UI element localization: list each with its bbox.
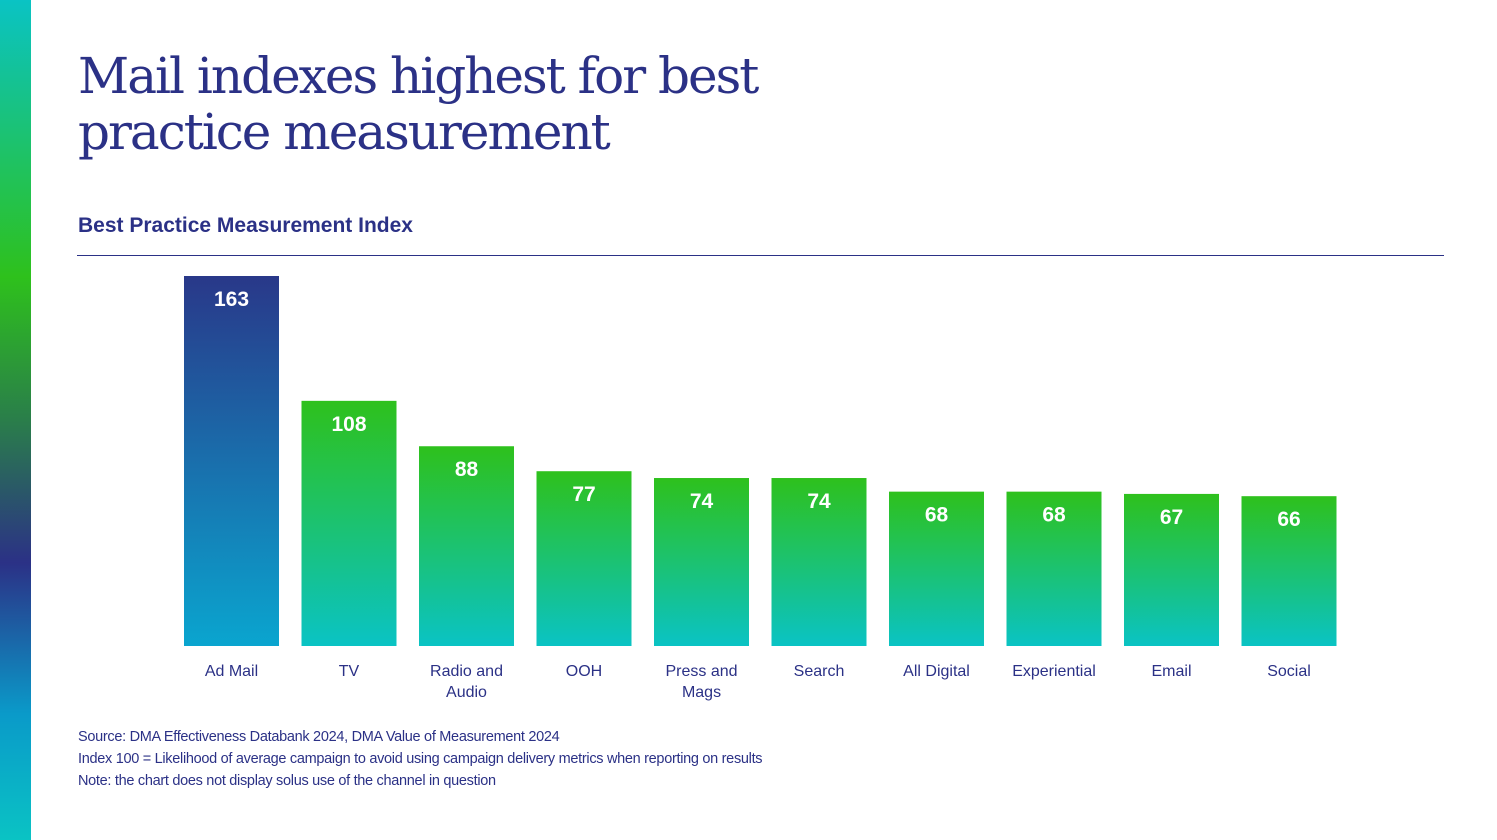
footnotes: Source: DMA Effectiveness Databank 2024,… [78, 726, 763, 792]
chart-title-divider [77, 255, 1444, 256]
bar-2 [419, 446, 514, 646]
category-label-6: All Digital [903, 663, 970, 680]
footnote-note: Note: the chart does not display solus u… [78, 773, 496, 789]
bar-chart: 163 Ad Mail 108 TV 88 Radio and Audio 77 OOH 74 Pr… [184, 276, 1337, 701]
category-label-8: Email [1151, 663, 1191, 680]
bar-value-label-8: 67 [1160, 506, 1183, 529]
category-label-9: Social [1267, 663, 1311, 680]
chart-title: Best Practice Measurement Index [78, 214, 413, 237]
bar-value-label-3: 77 [572, 483, 595, 506]
bar-value-label-9: 66 [1277, 508, 1300, 531]
bars-group: 163 Ad Mail 108 TV 88 Radio and Audio 77 OOH 74 Pr… [184, 276, 1337, 701]
bar-value-label-6: 68 [925, 504, 949, 527]
bar-3 [536, 471, 632, 646]
bar-9 [1241, 496, 1337, 646]
bar-value-label-2: 88 [455, 458, 479, 481]
category-label-0: Ad Mail [205, 663, 258, 680]
bar-value-label-0: 163 [214, 288, 249, 311]
bar-6 [889, 491, 984, 646]
bar-value-label-7: 68 [1042, 504, 1066, 527]
bar-value-label-5: 74 [807, 490, 831, 513]
bar-value-label-4: 74 [690, 490, 714, 513]
footnote-index-definition: Index 100 = Likelihood of average campai… [78, 751, 763, 767]
bar-5 [771, 478, 867, 646]
bar-value-label-1: 108 [331, 413, 366, 436]
side-accent-bar [0, 0, 31, 840]
page-title-line-1: Mail indexes highest for best [78, 47, 759, 105]
bar-7 [1006, 491, 1102, 646]
page-title-line-2: practice measurement [78, 103, 611, 161]
category-label-4: Press and Mags [665, 663, 737, 701]
footnote-source: Source: DMA Effectiveness Databank 2024,… [78, 729, 560, 745]
bar-1 [301, 400, 397, 646]
category-label-1: TV [339, 663, 360, 680]
page-title: Mail indexes highest for best practice m… [78, 48, 978, 160]
category-label-5: Search [794, 663, 845, 680]
bar-4 [654, 478, 749, 646]
bar-0 [184, 276, 279, 646]
category-label-7: Experiential [1012, 663, 1096, 680]
category-label-2: Radio and Audio [430, 663, 503, 701]
category-label-3: OOH [566, 663, 602, 680]
bar-8 [1124, 493, 1219, 646]
